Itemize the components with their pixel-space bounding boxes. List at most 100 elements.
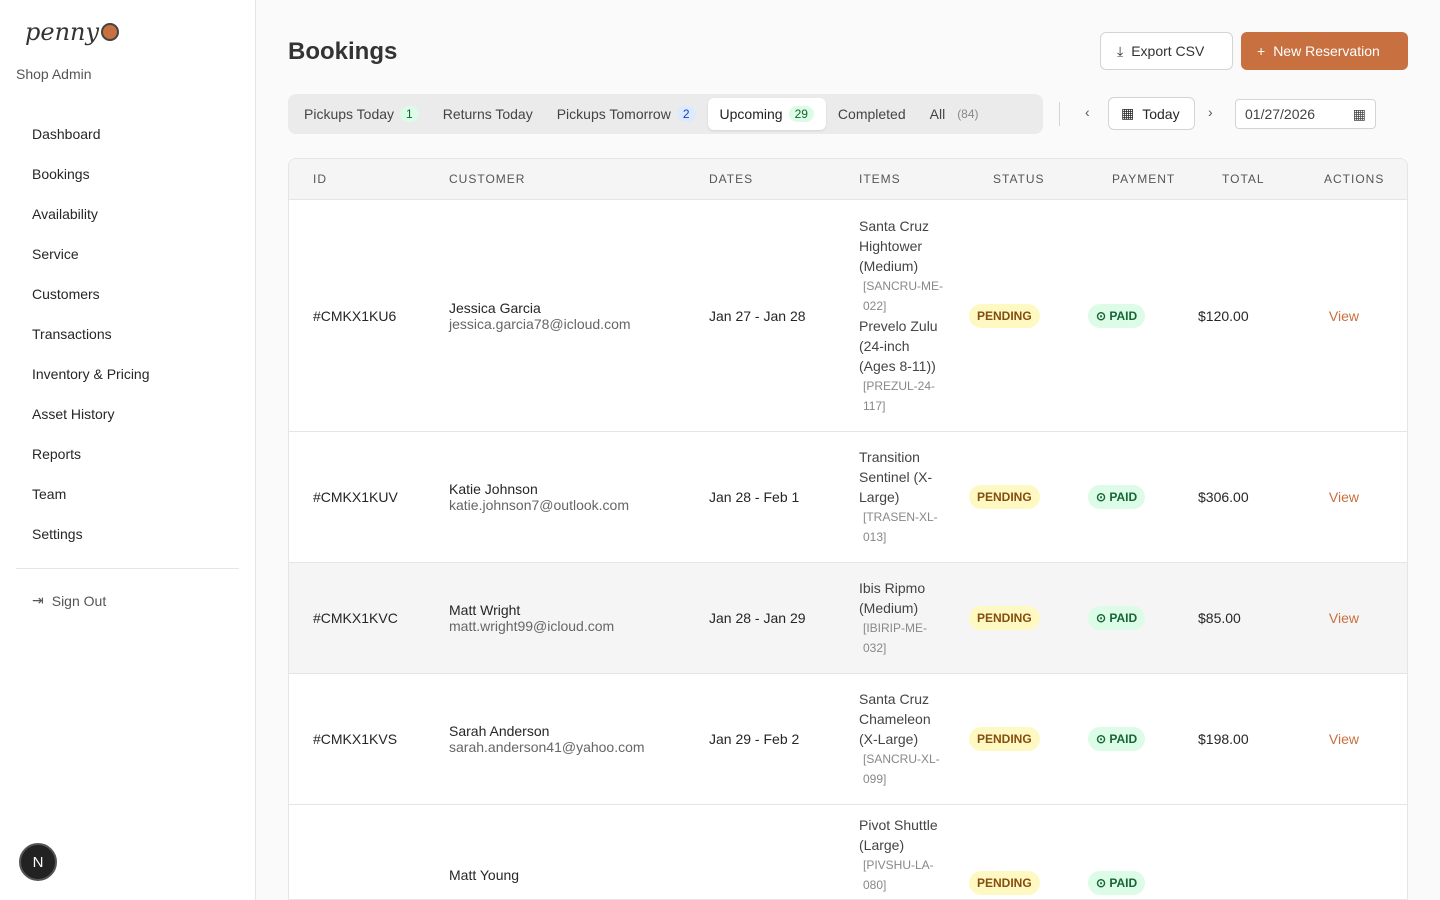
column-header: ITEMS [859,172,901,186]
tab-label: Upcoming [719,106,783,122]
dates: Jan 28 - Jan 29 [709,610,806,626]
sign-out-button[interactable]: ⇥ Sign Out [32,592,106,609]
customer-name: Jessica Garcia [449,299,541,316]
sidebar-nav: Dashboard Bookings Availability Service Cust… [16,114,239,554]
item-sku: [PREZUL-24-117] [863,378,936,413]
export-csv-button[interactable]: ⤓ Export CSV [1100,32,1233,70]
sidebar-item-customers[interactable]: Customers [32,286,100,302]
page-title: Bookings [288,38,398,65]
payment-label: PAID [1109,490,1138,504]
customer-cell: Jessica Garcia jessica.garcia78@icloud.co… [425,300,685,332]
column-header: PAYMENT [1112,172,1176,186]
tab-label: Pickups Today [304,106,395,122]
item-name: Santa Cruz Hightower (Medium) [859,217,930,274]
bookings-table: ID CUSTOMER DATES ITEMS STATUS PAYMENT TOTAL AC… [288,158,1408,900]
chevron-left-icon[interactable]: ‹ [1085,104,1090,120]
column-header: STATUS [993,172,1045,186]
customer-email: jessica.garcia78@icloud.com [449,315,631,332]
table-row[interactable]: Matt Young Pivot Shuttle (Large) [PIVSHU-… [289,805,1407,899]
items-cell: Santa Cruz Hightower (Medium) [SANCRU-ME-… [835,204,945,428]
dates: Jan 29 - Feb 2 [709,731,800,747]
customer-email: sarah.anderson41@yahoo.com [449,739,645,755]
booking-id: #CMKX1KU6 [313,307,397,324]
payment-label: PAID [1109,611,1138,625]
items-cell: Transition Sentinel (X-Large) [TRASEN-XL-… [835,435,945,559]
tab-all[interactable]: All (84) [918,98,997,130]
status-badge: PENDING [969,485,1040,509]
payment-badge: ⊙ PAID [1088,606,1146,630]
sidebar-item-reports[interactable]: Reports [32,446,82,462]
new-reservation-button[interactable]: + New Reservation [1241,32,1408,70]
calendar-icon[interactable]: ▦ [1352,105,1366,122]
tab-completed[interactable]: Completed [826,98,918,130]
items-cell: Pivot Shuttle (Large) [PIVSHU-LA-080] [835,805,945,899]
column-header: ACTIONS [1324,172,1385,186]
table-row[interactable]: #CMKX1KU6 Jessica Garcia jessica.garcia78… [289,200,1407,432]
logo[interactable]: penny [25,18,120,46]
view-link[interactable]: View [1328,489,1359,505]
sidebar-item-dashboard[interactable]: Dashboard [32,126,101,142]
tab-pickups-tomorrow[interactable]: Pickups Tomorrow 2 [545,98,708,130]
item-name: Pivot Shuttle (Large) [859,817,938,853]
total: $306.00 [1198,489,1249,505]
item-sku: [IBIRIP-ME-032] [863,621,928,655]
sidebar: penny Shop Admin Dashboard Bookings Availa… [0,0,256,900]
status-cell: PENDING [945,485,1064,509]
tab-count-badge: 2 [676,106,696,122]
view-link[interactable]: View [1328,307,1359,324]
payment-badge: ⊙ PAID [1088,303,1146,328]
sidebar-item-settings[interactable]: Settings [32,526,83,542]
table-row[interactable]: #CMKX1KVC Matt Wright matt.wright99@iclou… [289,563,1407,674]
avatar[interactable]: N [19,843,57,881]
date-value: 01/27/2026 [1245,106,1316,122]
today-button[interactable]: ▦ Today [1108,97,1195,130]
sidebar-item-asset-history[interactable]: Asset History [32,406,115,422]
dates: Jan 28 - Feb 1 [709,489,800,505]
customer-cell: Sarah Anderson sarah.anderson41@yahoo.com [425,723,685,755]
customer-cell: Katie Johnson katie.johnson7@outlook.com [425,481,685,513]
status-cell: PENDING [945,727,1064,751]
tab-pickups-today[interactable]: Pickups Today 1 [292,98,431,130]
tab-count-badge: 29 [788,106,814,122]
status-cell: PENDING [945,805,1064,895]
export-label: Export CSV [1131,43,1205,59]
sidebar-item-transactions[interactable]: Transactions [32,326,112,342]
tab-upcoming[interactable]: Upcoming 29 [707,98,826,130]
payment-cell: ⊙ PAID [1064,303,1174,328]
sidebar-item-service[interactable]: Service [32,246,79,262]
booking-id: #CMKX1KUV [313,489,398,505]
today-label: Today [1142,105,1180,122]
sidebar-item-bookings[interactable]: Bookings [32,166,90,182]
tab-label: All [929,106,946,122]
customer-email: matt.wright99@icloud.com [449,618,615,634]
chevron-right-icon[interactable]: › [1208,104,1213,120]
tab-label: Pickups Tomorrow [556,106,671,122]
table-row[interactable]: #CMKX1KVS Sarah Anderson sarah.anderson41… [289,674,1407,805]
sidebar-item-team[interactable]: Team [32,486,67,502]
payment-cell: ⊙ PAID [1064,805,1174,895]
actions-cell: View [1276,610,1383,626]
item-name: Ibis Ripmo (Medium) [859,580,926,616]
payment-cell: ⊙ PAID [1064,727,1174,751]
items-cell: Ibis Ripmo (Medium) [IBIRIP-ME-032] [835,566,945,670]
payment-label: PAID [1109,732,1138,746]
payment-cell: ⊙ PAID [1064,606,1174,630]
actions-cell: View [1276,731,1383,747]
table-row[interactable]: #CMKX1KUV Katie Johnson katie.johnson7@ou… [289,432,1407,563]
calendar-icon: ▦ [1121,105,1135,121]
sidebar-item-inventory-pricing[interactable]: Inventory & Pricing [32,366,150,382]
sidebar-item-availability[interactable]: Availability [32,206,98,222]
tab-returns-today[interactable]: Returns Today [431,98,545,130]
divider [1059,102,1060,126]
status-badge: PENDING [969,303,1040,328]
view-link[interactable]: View [1328,610,1359,626]
column-header: CUSTOMER [449,172,526,186]
shop-subtitle: Shop Admin [16,66,92,82]
status-cell: PENDING [945,303,1064,328]
payment-label: PAID [1109,876,1138,890]
date-input[interactable]: 01/27/2026 ▦ [1235,99,1376,129]
booking-tabs: Pickups Today 1 Returns Today Pickups Tomor… [288,94,1043,134]
customer-name: Matt Young [449,867,520,883]
status-cell: PENDING [945,606,1064,630]
view-link[interactable]: View [1328,731,1359,747]
